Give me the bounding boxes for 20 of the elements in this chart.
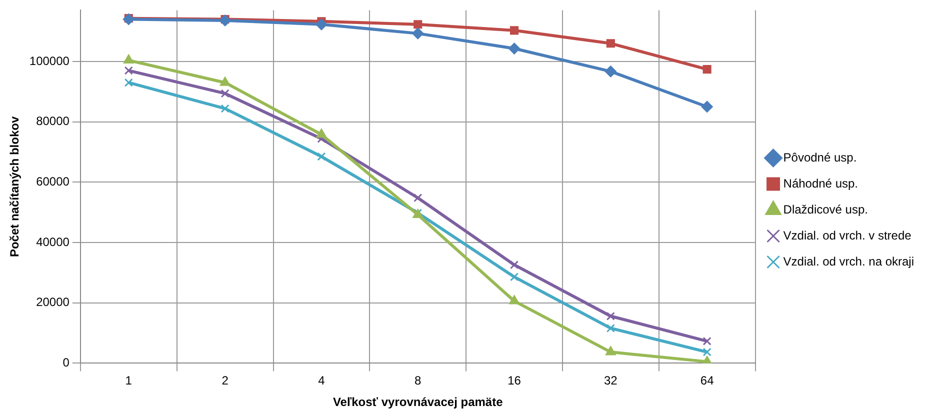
y-tick-label: 100000	[29, 54, 70, 68]
legend-label: Náhodné usp.	[783, 176, 858, 190]
x-tick-label: 32	[604, 374, 618, 388]
legend-label: Vzdial. od vrch. v strede	[783, 228, 912, 242]
y-tick-label: 20000	[36, 295, 70, 310]
x-tick-label: 16	[508, 374, 522, 388]
legend-label: Dlaždicové usp.	[783, 202, 868, 216]
y-tick-label: 60000	[36, 174, 70, 188]
y-tick-label: 0	[62, 356, 70, 370]
x-tick-label: 8	[414, 374, 422, 388]
x-axis-title: Veľkosť vyrovnávacej pamäte	[332, 395, 504, 410]
y-tick-label: 40000	[36, 234, 70, 249]
x-tick-label: 2	[222, 374, 229, 388]
x-tick-label: 1	[125, 374, 132, 388]
legend-label: Pôvodné usp.	[783, 150, 857, 164]
legend-label: Vzdial. od vrch. na okraji	[783, 254, 914, 268]
x-tick-label: 64	[700, 374, 714, 388]
y-axis-title: Počet načítaných blokov	[8, 116, 22, 258]
y-tick-label: 80000	[36, 114, 70, 128]
x-tick-label: 4	[318, 374, 326, 388]
